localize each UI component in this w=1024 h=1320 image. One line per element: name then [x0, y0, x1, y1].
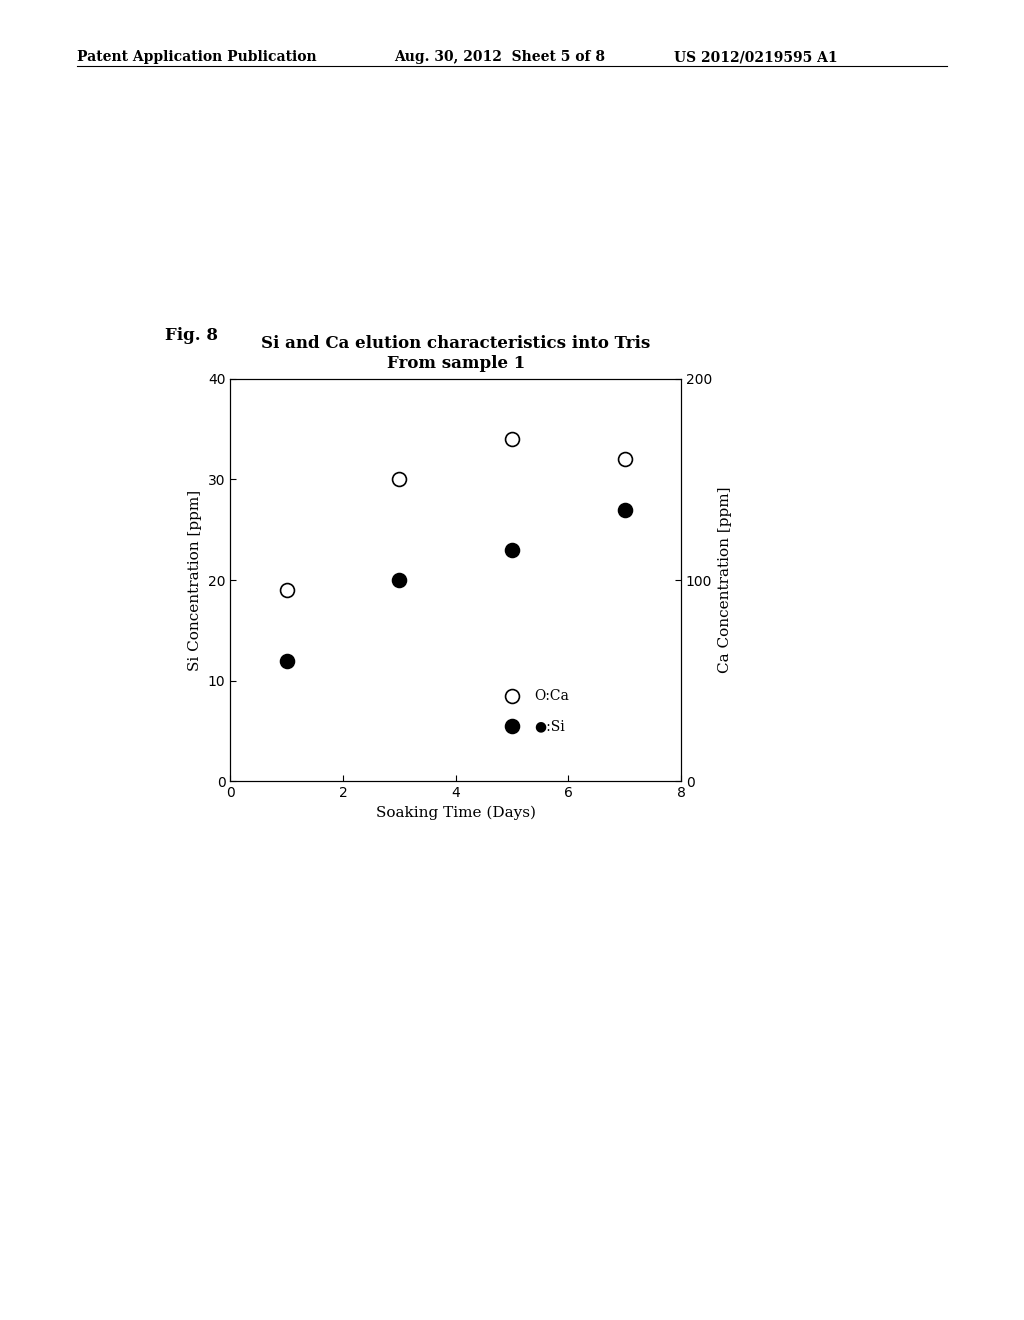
- Y-axis label: Ca Concentration [ppm]: Ca Concentration [ppm]: [718, 487, 732, 673]
- Text: Aug. 30, 2012  Sheet 5 of 8: Aug. 30, 2012 Sheet 5 of 8: [394, 50, 605, 65]
- Text: US 2012/0219595 A1: US 2012/0219595 A1: [674, 50, 838, 65]
- Text: Fig. 8: Fig. 8: [165, 327, 218, 345]
- X-axis label: Soaking Time (Days): Soaking Time (Days): [376, 805, 536, 820]
- Y-axis label: Si Concentration [ppm]: Si Concentration [ppm]: [188, 490, 203, 671]
- Text: Patent Application Publication: Patent Application Publication: [77, 50, 316, 65]
- Text: O:Ca: O:Ca: [535, 689, 569, 702]
- Title: Si and Ca elution characteristics into Tris
From sample 1: Si and Ca elution characteristics into T…: [261, 335, 650, 372]
- Text: ●:Si: ●:Si: [535, 719, 565, 733]
